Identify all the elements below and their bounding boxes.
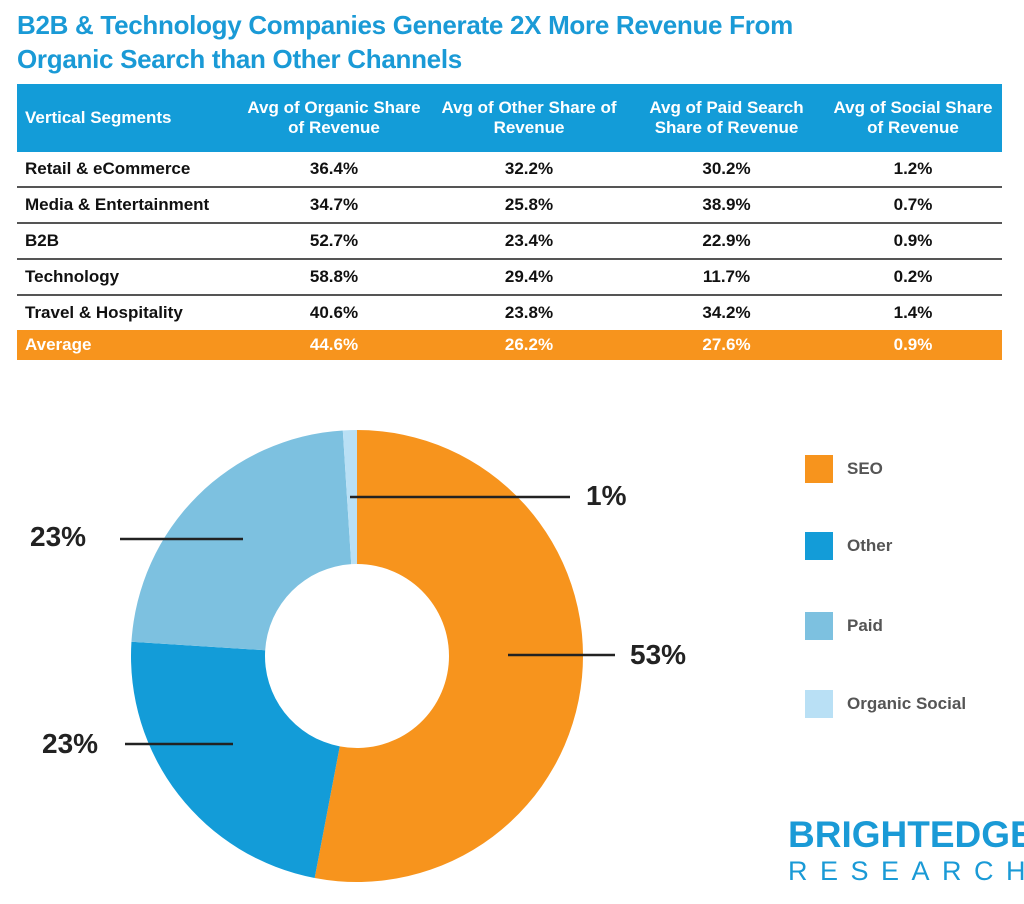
table-row: Travel & Hospitality 40.6% 23.8% 34.2% 1.4%	[17, 295, 1002, 330]
value-cell: 0.9%	[824, 223, 1002, 260]
average-label: Average	[17, 330, 239, 360]
logo-brightedge: BRIGHTEDGE	[788, 814, 1024, 855]
value-cell: 0.7%	[824, 187, 1002, 224]
legend-swatch	[805, 612, 833, 640]
header-segment: Vertical Segments	[17, 84, 239, 152]
header-organic: Avg of Organic Share of Revenue	[239, 84, 429, 152]
value-cell: 11.7%	[629, 259, 824, 296]
table-row: B2B 52.7% 23.4% 22.9% 0.9%	[17, 223, 1002, 260]
legend-label: Other	[847, 536, 893, 555]
segment-cell: Media & Entertainment	[17, 187, 239, 224]
segment-cell: B2B	[17, 223, 239, 260]
value-cell: 32.2%	[429, 152, 629, 188]
legend-label: SEO	[847, 459, 883, 478]
data-label: 53%	[630, 639, 686, 670]
header-other: Avg of Other Share of Revenue	[429, 84, 629, 152]
data-label: 1%	[586, 480, 627, 511]
average-cell: 0.9%	[824, 330, 1002, 360]
value-cell: 23.4%	[429, 223, 629, 260]
value-cell: 23.8%	[504, 303, 554, 322]
slice-other	[130, 641, 340, 878]
data-label: 23%	[30, 521, 86, 552]
value-cell: 34.2%	[702, 303, 751, 322]
average-cell: 27.6%	[629, 330, 824, 360]
average-cell: 26.2%	[429, 330, 629, 360]
chart-title: B2B & Technology Companies Generate 2X M…	[17, 8, 793, 76]
segment-cell: Travel & Hospitality	[25, 303, 183, 322]
value-cell: 22.9%	[629, 223, 824, 260]
value-cell: 38.9%	[629, 187, 824, 224]
revenue-table: Vertical Segments Avg of Organic Share o…	[17, 84, 1002, 360]
value-cell: 1.4%	[893, 303, 933, 322]
legend-swatch	[805, 690, 833, 718]
value-cell: 34.7%	[239, 187, 429, 224]
legend-label: Organic Social	[847, 694, 967, 713]
data-label: 23%	[42, 728, 98, 759]
legend-swatch	[805, 455, 833, 483]
value-cell: 40.6%	[309, 303, 359, 322]
slice-organic-social	[342, 430, 357, 565]
header-paid: Avg of Paid Search Share of Revenue	[629, 84, 824, 152]
legend-swatch	[805, 532, 833, 560]
segment-cell: Technology	[17, 259, 239, 296]
table-row: Technology 58.8% 29.4% 11.7% 0.2%	[17, 259, 1002, 296]
value-cell: 30.2%	[629, 152, 824, 188]
value-cell: 25.8%	[429, 187, 629, 224]
value-cell: 52.7%	[239, 223, 429, 260]
logo-research: RESEARCH	[788, 856, 1024, 886]
average-row: Average 44.6% 26.2% 27.6% 0.9%	[17, 330, 1002, 360]
header-social: Avg of Social Share of Revenue	[824, 84, 1002, 152]
table-row: Retail & eCommerce 36.4% 32.2% 30.2% 1.2%	[17, 152, 1002, 188]
legend-label: Paid	[847, 616, 883, 635]
table-row: Media & Entertainment 34.7% 25.8% 38.9% 0.7%	[17, 187, 1002, 224]
table-header-row: Vertical Segments Avg of Organic Share o…	[17, 84, 1002, 152]
title-line-1: B2B & Technology Companies Generate 2X M…	[17, 10, 793, 40]
segment-cell: Retail & eCommerce	[17, 152, 239, 188]
value-cell: 0.2%	[824, 259, 1002, 296]
slice-seo	[314, 430, 583, 882]
value-cell: 1.2%	[824, 152, 1002, 188]
title-line-2: Organic Search than Other Channels	[17, 44, 462, 74]
value-cell: 58.8%	[239, 259, 429, 296]
value-cell: 36.4%	[239, 152, 429, 188]
value-cell: 29.4%	[429, 259, 629, 296]
average-cell: 44.6%	[239, 330, 429, 360]
slice-paid	[131, 430, 352, 651]
